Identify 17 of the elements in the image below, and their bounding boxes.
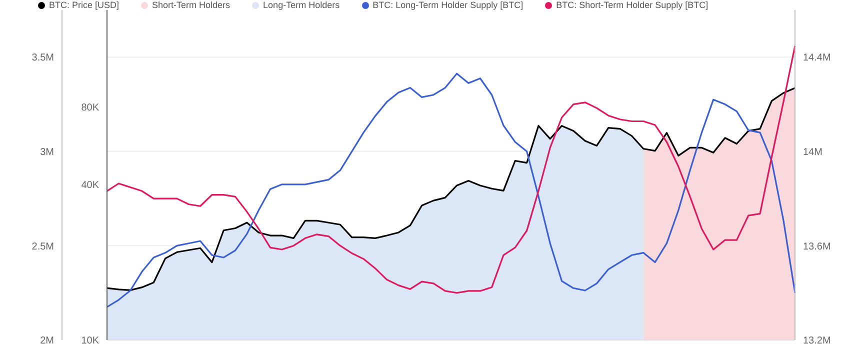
y2-tick-label: 2M bbox=[40, 336, 54, 347]
y3-tick-label: 13.2M bbox=[803, 336, 831, 347]
y3-tick-label: 14M bbox=[803, 146, 822, 158]
y-tick-label: 80K bbox=[81, 102, 100, 114]
y2-tick-label: 3.5M bbox=[32, 52, 54, 64]
legend-label: BTC: Price [USD] bbox=[49, 0, 120, 10]
legend-label: BTC: Long-Term Holder Supply [BTC] bbox=[372, 0, 524, 10]
y-tick-label: 10K bbox=[81, 336, 100, 347]
y2-tick-label: 3M bbox=[40, 146, 54, 158]
legend-label: Short-Term Holders bbox=[152, 0, 230, 10]
y3-tick-label: 13.6M bbox=[803, 241, 831, 252]
line-series bbox=[106, 45, 796, 294]
legend-label: BTC: Short-Term Holder Supply [BTC] bbox=[556, 0, 708, 10]
y2-tick-label: 2.5M bbox=[32, 241, 54, 252]
legend-label: Long-Term Holders bbox=[263, 0, 340, 10]
y3-tick-label: 14.4M bbox=[803, 52, 831, 64]
y-tick-label: 40K bbox=[81, 180, 100, 192]
